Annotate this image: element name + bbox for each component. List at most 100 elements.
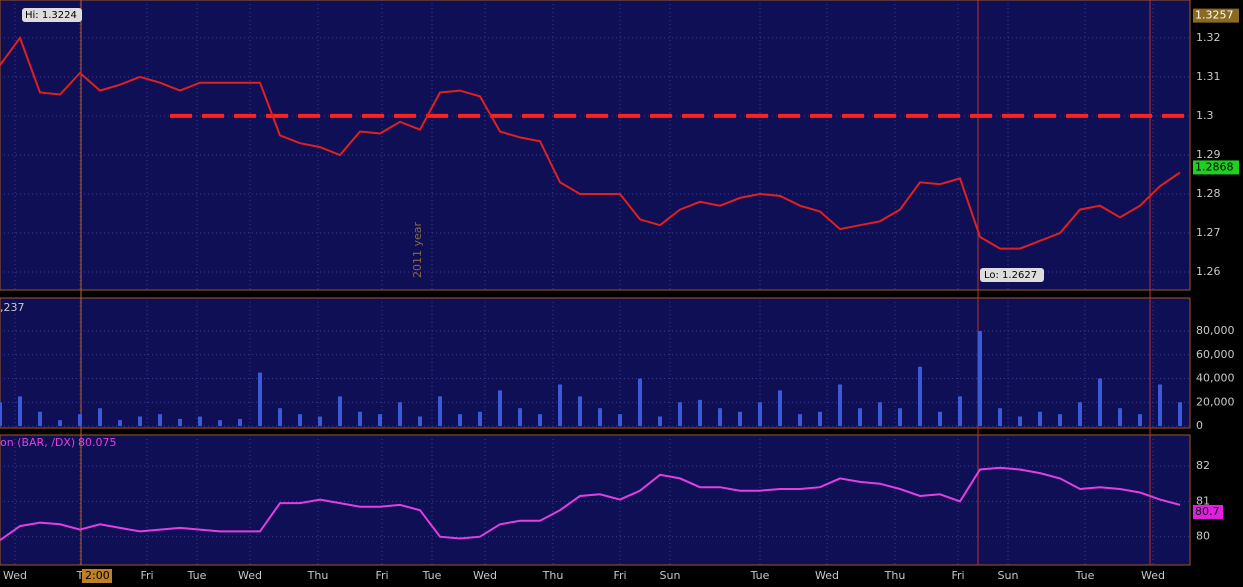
year-label: 2011 year (411, 222, 424, 279)
volume-bar (758, 402, 762, 426)
x-tick-label: Wed (1141, 569, 1165, 582)
volume-bar (1018, 416, 1022, 426)
y-tick-label: 80 (1196, 530, 1210, 543)
volume-bar (998, 408, 1002, 426)
time-marker-box (82, 569, 112, 583)
volume-bar (938, 411, 942, 426)
plot-layer (0, 0, 1190, 565)
volume-bar (718, 408, 722, 426)
last-marker-box (1193, 160, 1239, 175)
y-tick-label: 81 (1196, 494, 1210, 507)
volume-bar (1038, 411, 1042, 426)
volume-bar (318, 416, 322, 426)
volume-bar (858, 408, 862, 426)
volume-bar (98, 408, 102, 426)
volume-bar (1118, 408, 1122, 426)
volume-bar (978, 331, 982, 426)
volume-bar (178, 418, 182, 426)
y-tick-label: 82 (1196, 459, 1210, 472)
last-marker-label: 1.2868 (1195, 160, 1234, 173)
volume-bar (238, 418, 242, 426)
index-value: 80.075 (78, 436, 117, 449)
top-marker-box (1193, 8, 1239, 23)
volume-bar (918, 366, 922, 426)
volume-bar (478, 411, 482, 426)
volume-bar (258, 372, 262, 426)
x-tick-label: Fri (140, 569, 153, 582)
volume-bar (298, 414, 302, 426)
volume-bar (1138, 414, 1142, 426)
volume-bar (638, 378, 642, 426)
y-tick-label: 1.28 (1196, 187, 1221, 200)
volume-bar (398, 402, 402, 426)
lo-label: Lo: 1.2627 (984, 270, 1037, 281)
volume-bar (358, 411, 362, 426)
volume-bar (498, 390, 502, 426)
last-marker-label: 80.7 (1195, 505, 1220, 518)
x-tick-label: Tue (1075, 569, 1095, 582)
x-tick-label: Wed (815, 569, 839, 582)
volume-panel (0, 297, 1191, 429)
price-panel (0, 0, 1191, 291)
volume-bar (198, 416, 202, 426)
x-tick-label: Tue (422, 569, 442, 582)
series-line (0, 35, 1181, 250)
y-tick-label: 80,000 (1196, 324, 1235, 337)
y-tick-label: 20,000 (1196, 395, 1235, 408)
series-line (0, 466, 1181, 542)
x-tick-label: Wed (473, 569, 497, 582)
volume-bar (1158, 384, 1162, 426)
x-tick-label: Thu (307, 569, 329, 582)
x-tick-label: T (76, 569, 84, 582)
volume-bar (218, 420, 222, 426)
volume-bar (518, 408, 522, 426)
y-tick-label: 60,000 (1196, 348, 1235, 361)
y-tick-label: 1.32 (1196, 31, 1221, 44)
volume-bar (1058, 414, 1062, 426)
x-tick-label: Sun (998, 569, 1019, 582)
volume-bar (378, 414, 382, 426)
y-tick-label: 1.26 (1196, 265, 1221, 278)
y-tick-label: 1.27 (1196, 226, 1221, 239)
volume-bar (618, 414, 622, 426)
x-tick-label: Fri (951, 569, 964, 582)
index-label: on (BAR, /DX) (0, 436, 75, 449)
time-marker-label: 2:00 (85, 569, 110, 582)
volume-bar (798, 414, 802, 426)
top-marker-label: 1.3257 (1195, 9, 1234, 22)
volume-bar (1178, 402, 1182, 426)
x-tick-label: Fri (613, 569, 626, 582)
hi-label: Hi: 1.3224 (25, 10, 77, 21)
volume-bar (118, 420, 122, 426)
index-panel (0, 434, 1191, 566)
volume-bar (78, 414, 82, 426)
volume-bar (438, 396, 442, 426)
x-tick-label: Wed (3, 569, 27, 582)
last-marker-box (1193, 504, 1223, 519)
x-tick-label: Fri (375, 569, 388, 582)
volume-bar (0, 402, 2, 426)
volume-bar (878, 402, 882, 426)
volume-bar (958, 396, 962, 426)
y-tick-label: 1.3 (1196, 109, 1214, 122)
x-tick-label: Thu (884, 569, 906, 582)
volume-bar (418, 416, 422, 426)
y-tick-label: 0 (1196, 419, 1203, 432)
x-tick-label: Sun (660, 569, 681, 582)
volume-bar (1078, 402, 1082, 426)
x-tick-label: Tue (187, 569, 207, 582)
volume-bar (578, 396, 582, 426)
volume-bar (458, 414, 462, 426)
lo-box (980, 268, 1044, 282)
y-tick-label: 40,000 (1196, 372, 1235, 385)
volume-bar (538, 414, 542, 426)
volume-bar (678, 402, 682, 426)
hi-box (22, 8, 82, 22)
volume-bar (1098, 378, 1102, 426)
volume-bar (158, 414, 162, 426)
volume-bar (698, 399, 702, 426)
volume-bar (658, 416, 662, 426)
volume-label: ,237 (0, 301, 25, 314)
volume-bar (898, 408, 902, 426)
